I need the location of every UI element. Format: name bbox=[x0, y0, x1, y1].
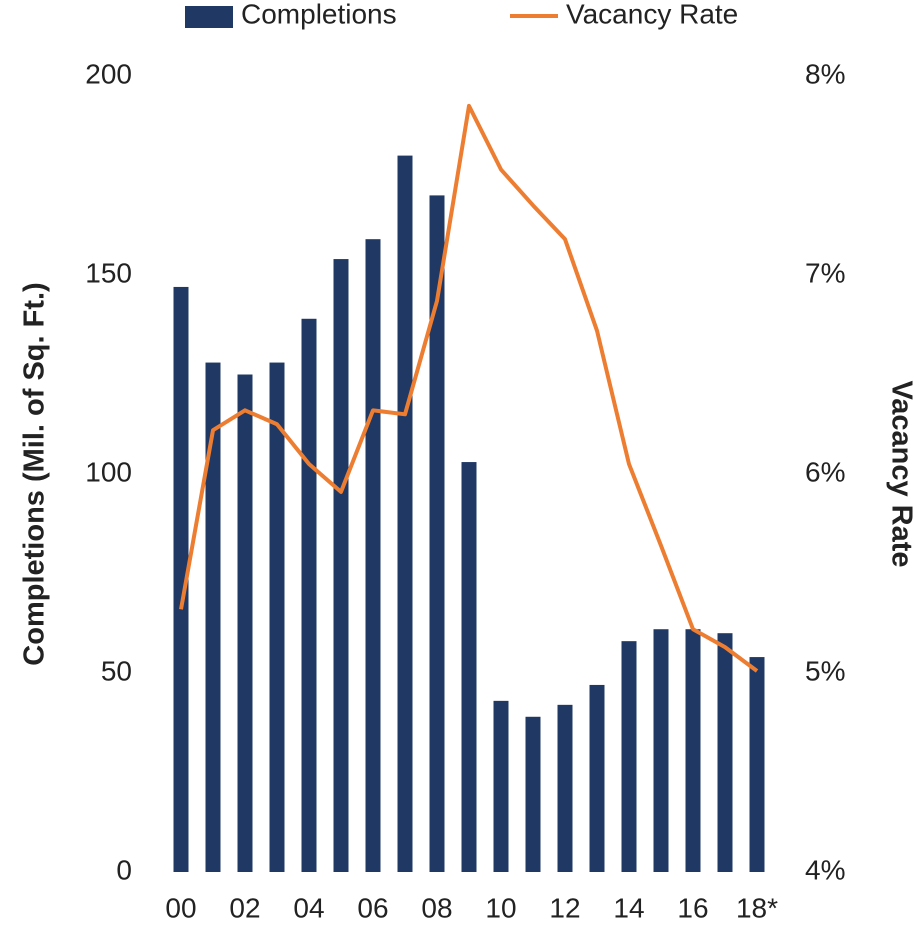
x-tick-label: 10 bbox=[485, 892, 516, 923]
bar bbox=[333, 259, 349, 873]
y2-tick-label: 6% bbox=[805, 456, 845, 487]
legend-swatch bbox=[185, 6, 233, 28]
x-tick-label: 18* bbox=[736, 892, 778, 923]
legend-label: Vacancy Rate bbox=[566, 0, 738, 29]
bar bbox=[429, 195, 445, 872]
y-tick-label: 200 bbox=[85, 58, 132, 89]
y2-axis-title: Vacancy Rate bbox=[885, 380, 917, 567]
bar bbox=[557, 704, 573, 872]
bar bbox=[237, 374, 253, 872]
y-tick-label: 0 bbox=[116, 854, 132, 885]
bar bbox=[749, 657, 765, 872]
y-tick-label: 100 bbox=[85, 456, 132, 487]
y2-tick-label: 4% bbox=[805, 854, 845, 885]
bar bbox=[621, 641, 637, 872]
legend-label: Completions bbox=[241, 0, 397, 29]
x-tick-label: 16 bbox=[677, 892, 708, 923]
y-tick-label: 150 bbox=[85, 257, 132, 288]
bar bbox=[205, 362, 221, 872]
x-tick-label: 00 bbox=[165, 892, 196, 923]
y-tick-label: 50 bbox=[101, 655, 132, 686]
x-tick-label: 04 bbox=[293, 892, 324, 923]
bar bbox=[269, 362, 285, 872]
x-tick-label: 02 bbox=[229, 892, 260, 923]
bar bbox=[461, 462, 477, 872]
bar bbox=[397, 155, 413, 873]
x-tick-label: 08 bbox=[421, 892, 452, 923]
bar bbox=[653, 629, 669, 872]
bar bbox=[589, 684, 605, 872]
y2-tick-label: 5% bbox=[805, 655, 845, 686]
bar bbox=[493, 700, 509, 872]
y-axis-title: Completions (Mil. of Sq. Ft.) bbox=[19, 282, 51, 665]
bar bbox=[525, 716, 541, 872]
x-tick-label: 14 bbox=[613, 892, 644, 923]
x-tick-label: 06 bbox=[357, 892, 388, 923]
bar bbox=[685, 629, 701, 872]
bar bbox=[173, 286, 189, 872]
line bbox=[179, 103, 759, 673]
x-tick-label: 12 bbox=[549, 892, 580, 923]
bar bbox=[301, 318, 317, 872]
y2-tick-label: 8% bbox=[805, 58, 845, 89]
bar bbox=[365, 239, 381, 872]
bar bbox=[717, 633, 733, 872]
y2-tick-label: 7% bbox=[805, 257, 845, 288]
